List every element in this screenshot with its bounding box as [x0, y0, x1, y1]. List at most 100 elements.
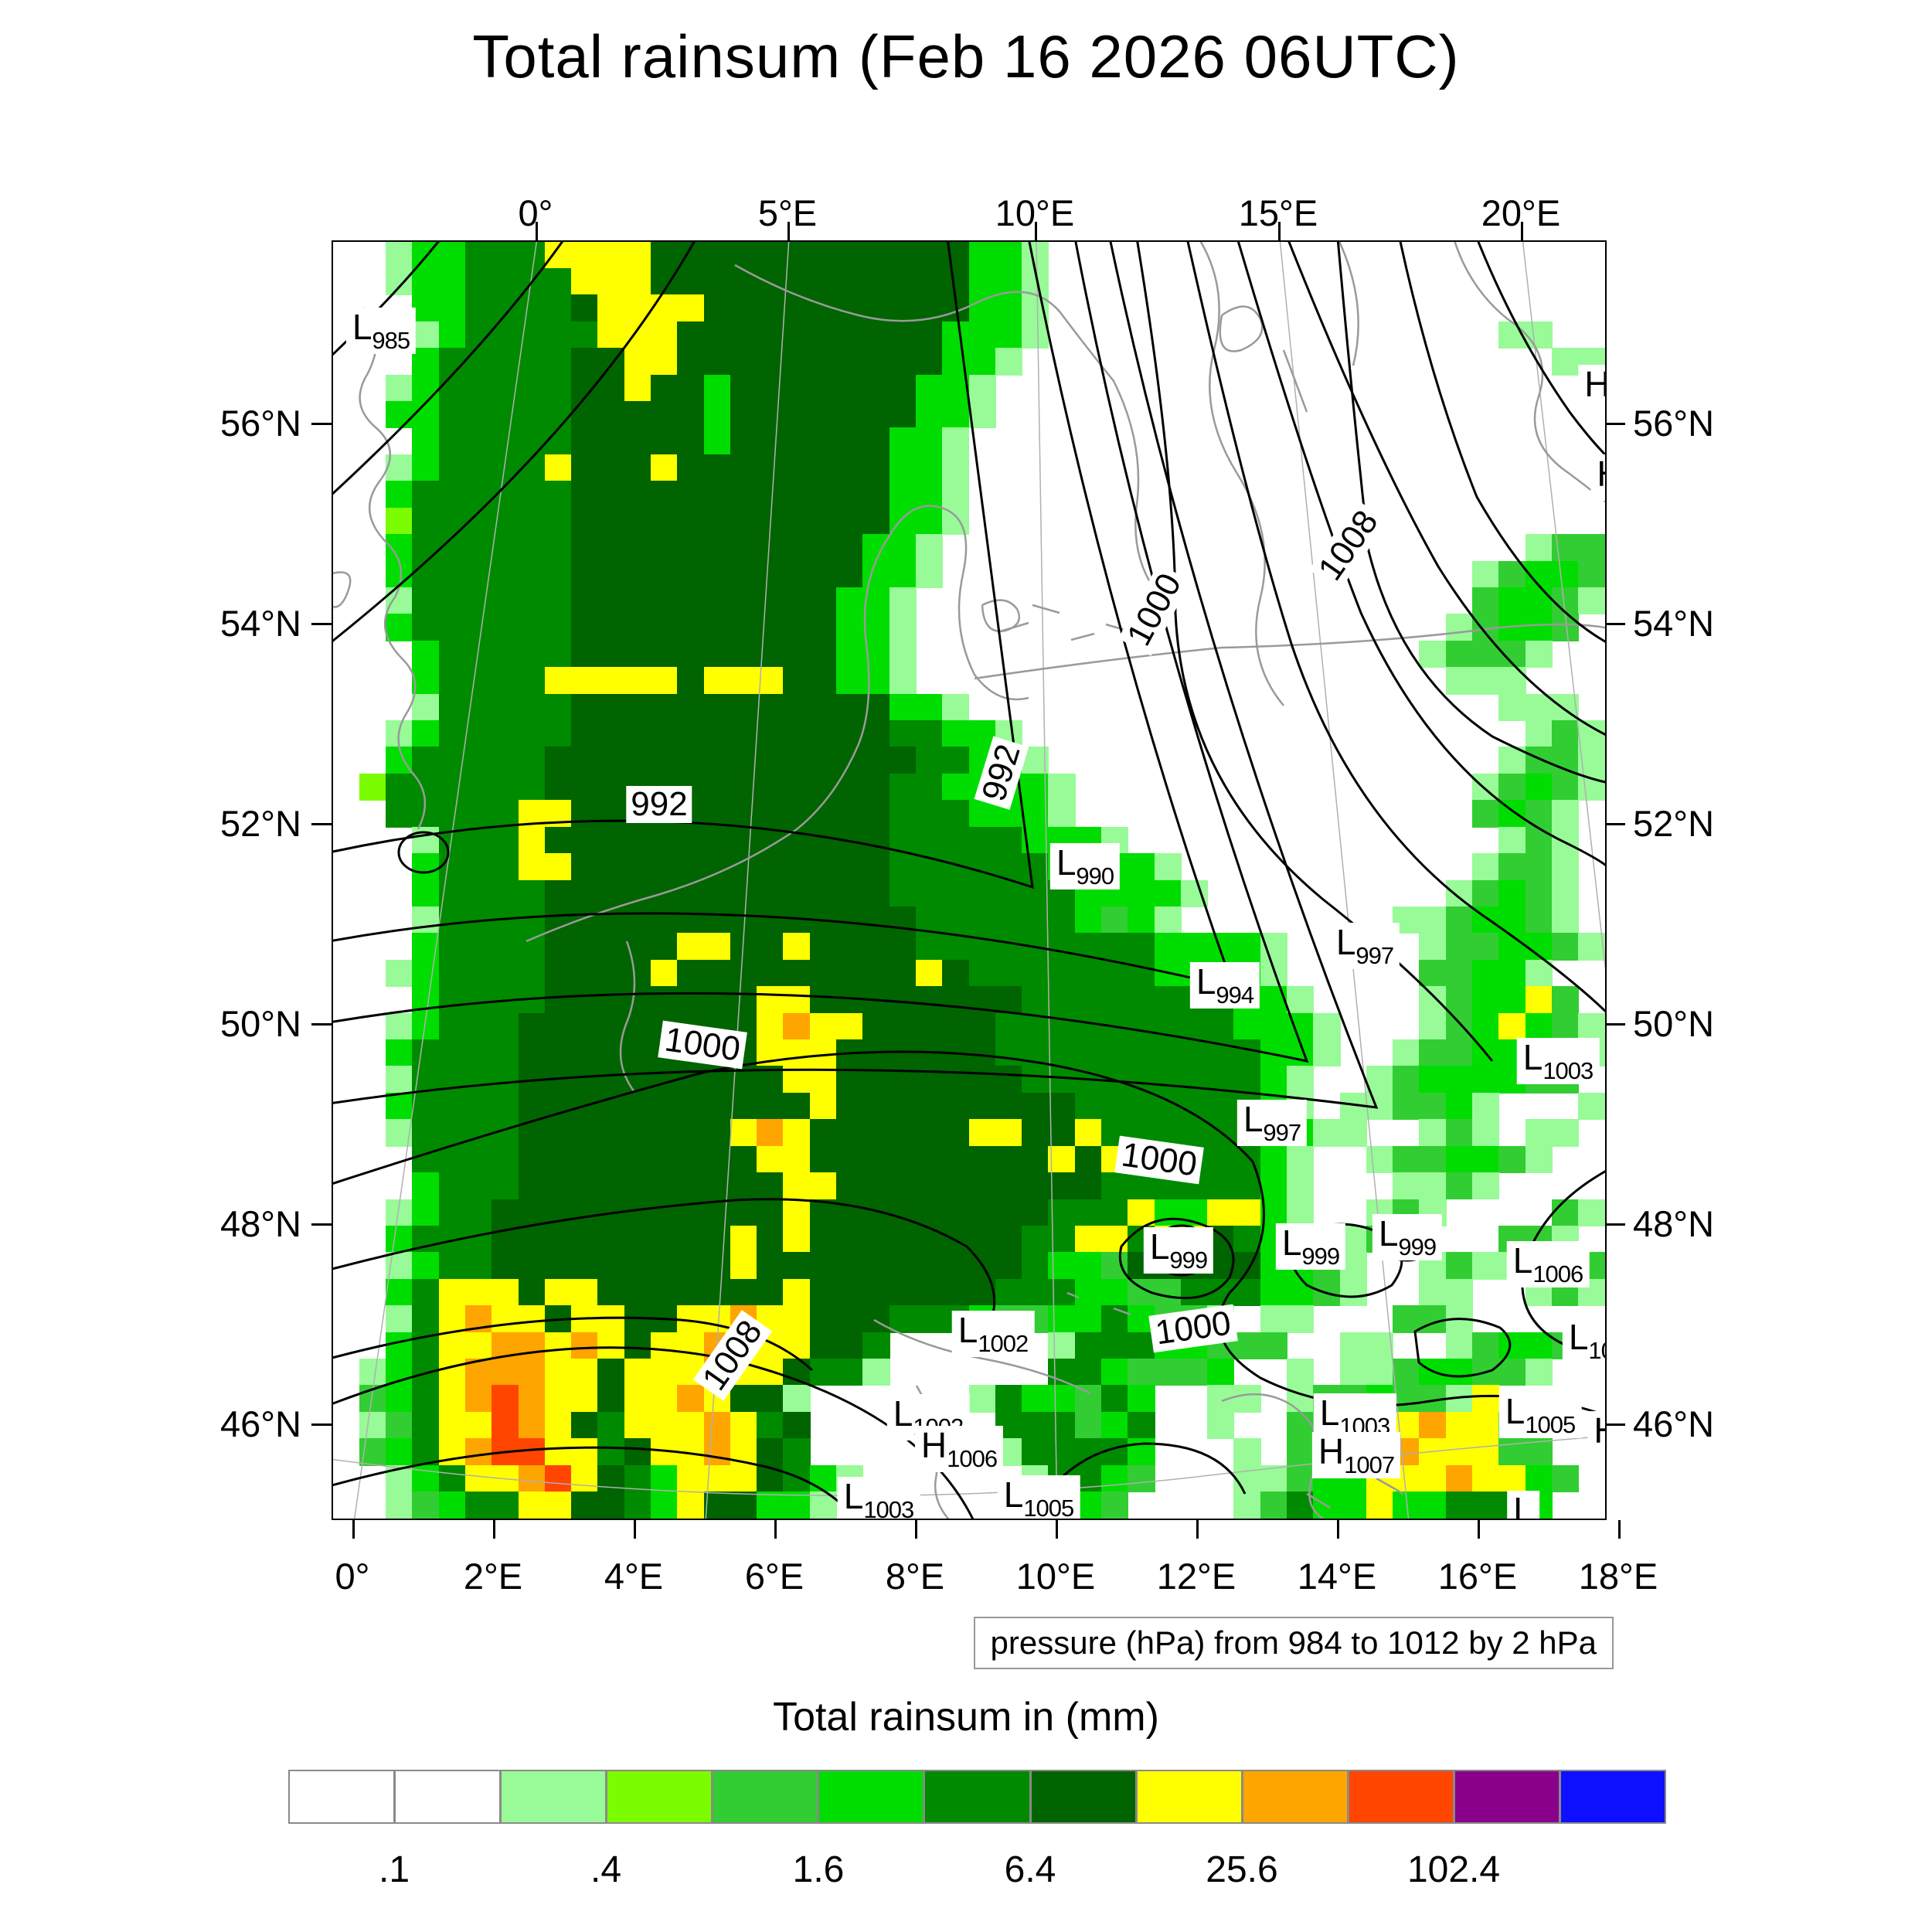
rain-cell	[412, 1305, 440, 1333]
rain-cell	[809, 1119, 970, 1147]
rain-cell	[438, 640, 573, 668]
rain-cell	[544, 933, 679, 961]
rain-cell	[624, 1332, 651, 1359]
rain-cell	[571, 640, 838, 668]
axis-label-right: 48°N	[1633, 1203, 1715, 1244]
axis-tick-left	[311, 1423, 332, 1426]
colorbar-cell	[500, 1770, 607, 1824]
rain-cell	[968, 242, 1023, 269]
rain-cell	[1445, 986, 1474, 1014]
rain-cell	[412, 1145, 519, 1174]
rain-cell	[809, 1359, 864, 1386]
axis-label-left: 52°N	[219, 803, 301, 844]
rain-cell	[1525, 773, 1553, 801]
axis-tick-top	[787, 222, 790, 240]
rain-cell	[464, 1359, 546, 1386]
graticule-lines	[333, 242, 1605, 1519]
rain-cell	[1551, 1012, 1580, 1040]
colorbar-cell	[818, 1770, 925, 1824]
rain-cell	[544, 1438, 599, 1466]
rain-cell	[730, 401, 917, 429]
rain-cell	[1551, 879, 1580, 907]
rain-cell	[412, 454, 440, 482]
rain-cell	[1100, 1411, 1129, 1440]
colorbar-number: 6.4	[1004, 1849, 1056, 1890]
rain-cell	[438, 1464, 466, 1493]
rain-cell	[438, 1012, 519, 1040]
rain-cell	[597, 1359, 625, 1386]
rain-cell	[915, 560, 944, 588]
rain-cell	[677, 454, 890, 482]
rain-cell	[915, 906, 1076, 934]
rain-cell	[889, 853, 1049, 881]
rain-cell	[1551, 1464, 1580, 1493]
rain-cell	[703, 1411, 731, 1440]
rain-cell	[1472, 560, 1500, 588]
rain-cell	[412, 267, 466, 296]
rain-cell	[730, 1119, 758, 1147]
rain-cell	[942, 507, 970, 536]
rain-cell	[1419, 1066, 1526, 1094]
rain-cell	[809, 1225, 1023, 1253]
rain-cell	[1578, 720, 1605, 748]
axis-tick-left	[311, 423, 332, 425]
rain-cell	[1445, 879, 1474, 907]
axis-label-bottom: 10°E	[1015, 1556, 1096, 1597]
rain-cell	[1048, 773, 1076, 801]
colorbar-number: 1.6	[792, 1849, 845, 1890]
rain-cell	[492, 1225, 731, 1253]
rain-cell	[1525, 1012, 1553, 1040]
rain-cell	[544, 879, 890, 907]
rain-cell	[809, 1464, 838, 1493]
rain-cell	[703, 427, 731, 455]
rain-cell	[995, 1278, 1076, 1307]
rain-cell	[651, 1492, 679, 1519]
rain-cell	[889, 826, 1023, 855]
rain-cell	[571, 454, 651, 482]
rain-cell	[889, 800, 970, 828]
rain-cell	[1419, 1359, 1474, 1386]
rain-cell	[412, 1172, 440, 1200]
rain-cell	[1445, 1332, 1474, 1359]
rain-cell	[1366, 1145, 1394, 1174]
rain-cell	[1578, 1012, 1605, 1040]
rain-cell	[1472, 879, 1500, 907]
rain-cell	[1393, 1092, 1447, 1121]
colorbar-cell	[1029, 1770, 1137, 1824]
rain-cell	[386, 1225, 413, 1253]
rain-cell	[412, 826, 440, 855]
rain-cell	[1393, 1066, 1420, 1094]
axis-tick-bottom	[1618, 1520, 1621, 1539]
rain-cell	[1128, 1411, 1155, 1440]
rain-cell	[809, 1278, 996, 1307]
rain-cell	[438, 1411, 493, 1440]
rain-cell	[1472, 1012, 1500, 1040]
rain-cell	[1313, 1119, 1367, 1147]
pressure-center-label: L1005	[997, 1475, 1080, 1519]
axis-tick-top	[1035, 222, 1037, 240]
rain-cell	[730, 1385, 784, 1413]
rain-cell	[915, 374, 970, 402]
rain-cell	[677, 1492, 705, 1519]
rain-cell	[1287, 1145, 1315, 1174]
rain-cell	[544, 1385, 599, 1413]
axis-label-right: 54°N	[1633, 603, 1715, 644]
rain-cell	[624, 1411, 705, 1440]
rain-cell	[1419, 933, 1447, 961]
rain-cell	[730, 374, 917, 402]
rain-cell	[889, 454, 944, 482]
rain-cell	[412, 853, 440, 881]
rain-cell	[412, 1066, 519, 1094]
axis-tick-top	[1521, 222, 1523, 240]
rain-cell	[1445, 933, 1500, 961]
rain-cell	[703, 1492, 758, 1519]
axis-tick-top	[536, 222, 538, 240]
rain-cell	[1445, 906, 1474, 934]
rain-cell	[1260, 1066, 1287, 1094]
rain-cell	[730, 1411, 758, 1440]
rain-cell	[1445, 1119, 1474, 1147]
rain-cell	[1419, 959, 1474, 988]
rain-cell	[915, 959, 944, 988]
rain-cell	[1498, 879, 1526, 907]
rain-cell	[544, 826, 890, 855]
